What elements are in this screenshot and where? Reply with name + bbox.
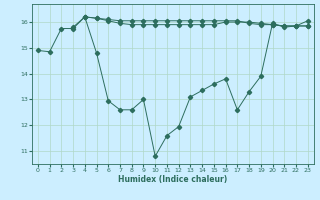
X-axis label: Humidex (Indice chaleur): Humidex (Indice chaleur) bbox=[118, 175, 228, 184]
